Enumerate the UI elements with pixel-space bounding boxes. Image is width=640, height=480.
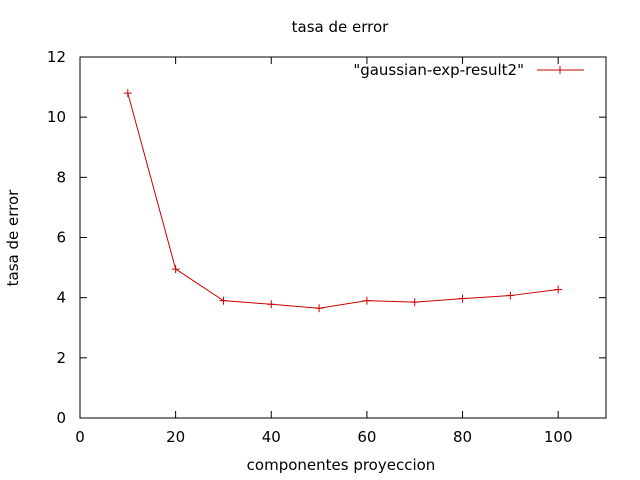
y-tick-label: 0 (56, 409, 66, 427)
y-axis-label: tasa de error (4, 189, 22, 287)
y-tick-label: 4 (56, 289, 66, 307)
x-tick-label: 40 (262, 428, 281, 446)
data-point-marker (410, 298, 419, 307)
legend-marker (556, 66, 564, 74)
data-point-marker (362, 296, 371, 305)
data-point-marker (554, 285, 563, 294)
plot-frame (79, 56, 607, 419)
x-tick-label: 0 (75, 428, 85, 446)
data-point-marker (219, 296, 228, 305)
x-tick-label: 80 (453, 428, 472, 446)
data-point-marker (458, 294, 467, 303)
legend-label: "gaussian-exp-result2" (353, 61, 524, 79)
x-tick-label: 60 (357, 428, 376, 446)
data-point-marker (123, 89, 132, 98)
axis-ticks: 0 20 40 60 80 100 0 2 4 6 8 10 12 (47, 48, 606, 446)
x-tick-label: 20 (166, 428, 185, 446)
y-tick-label: 2 (56, 349, 66, 367)
data-point-marker (315, 304, 324, 313)
series-layer (123, 89, 563, 313)
data-point-marker (267, 300, 276, 309)
y-tick-label: 8 (56, 168, 66, 186)
chart-title: tasa de error (292, 18, 390, 36)
data-point-marker (506, 291, 515, 300)
legend: "gaussian-exp-result2" (353, 61, 584, 79)
y-tick-label: 10 (47, 108, 66, 126)
y-tick-label: 12 (47, 48, 66, 66)
x-axis-label: componentes proyeccion (247, 456, 436, 474)
x-tick-label: 100 (544, 428, 573, 446)
data-point-marker (171, 265, 180, 274)
series-line (127, 92, 559, 309)
y-tick-label: 6 (56, 229, 66, 247)
